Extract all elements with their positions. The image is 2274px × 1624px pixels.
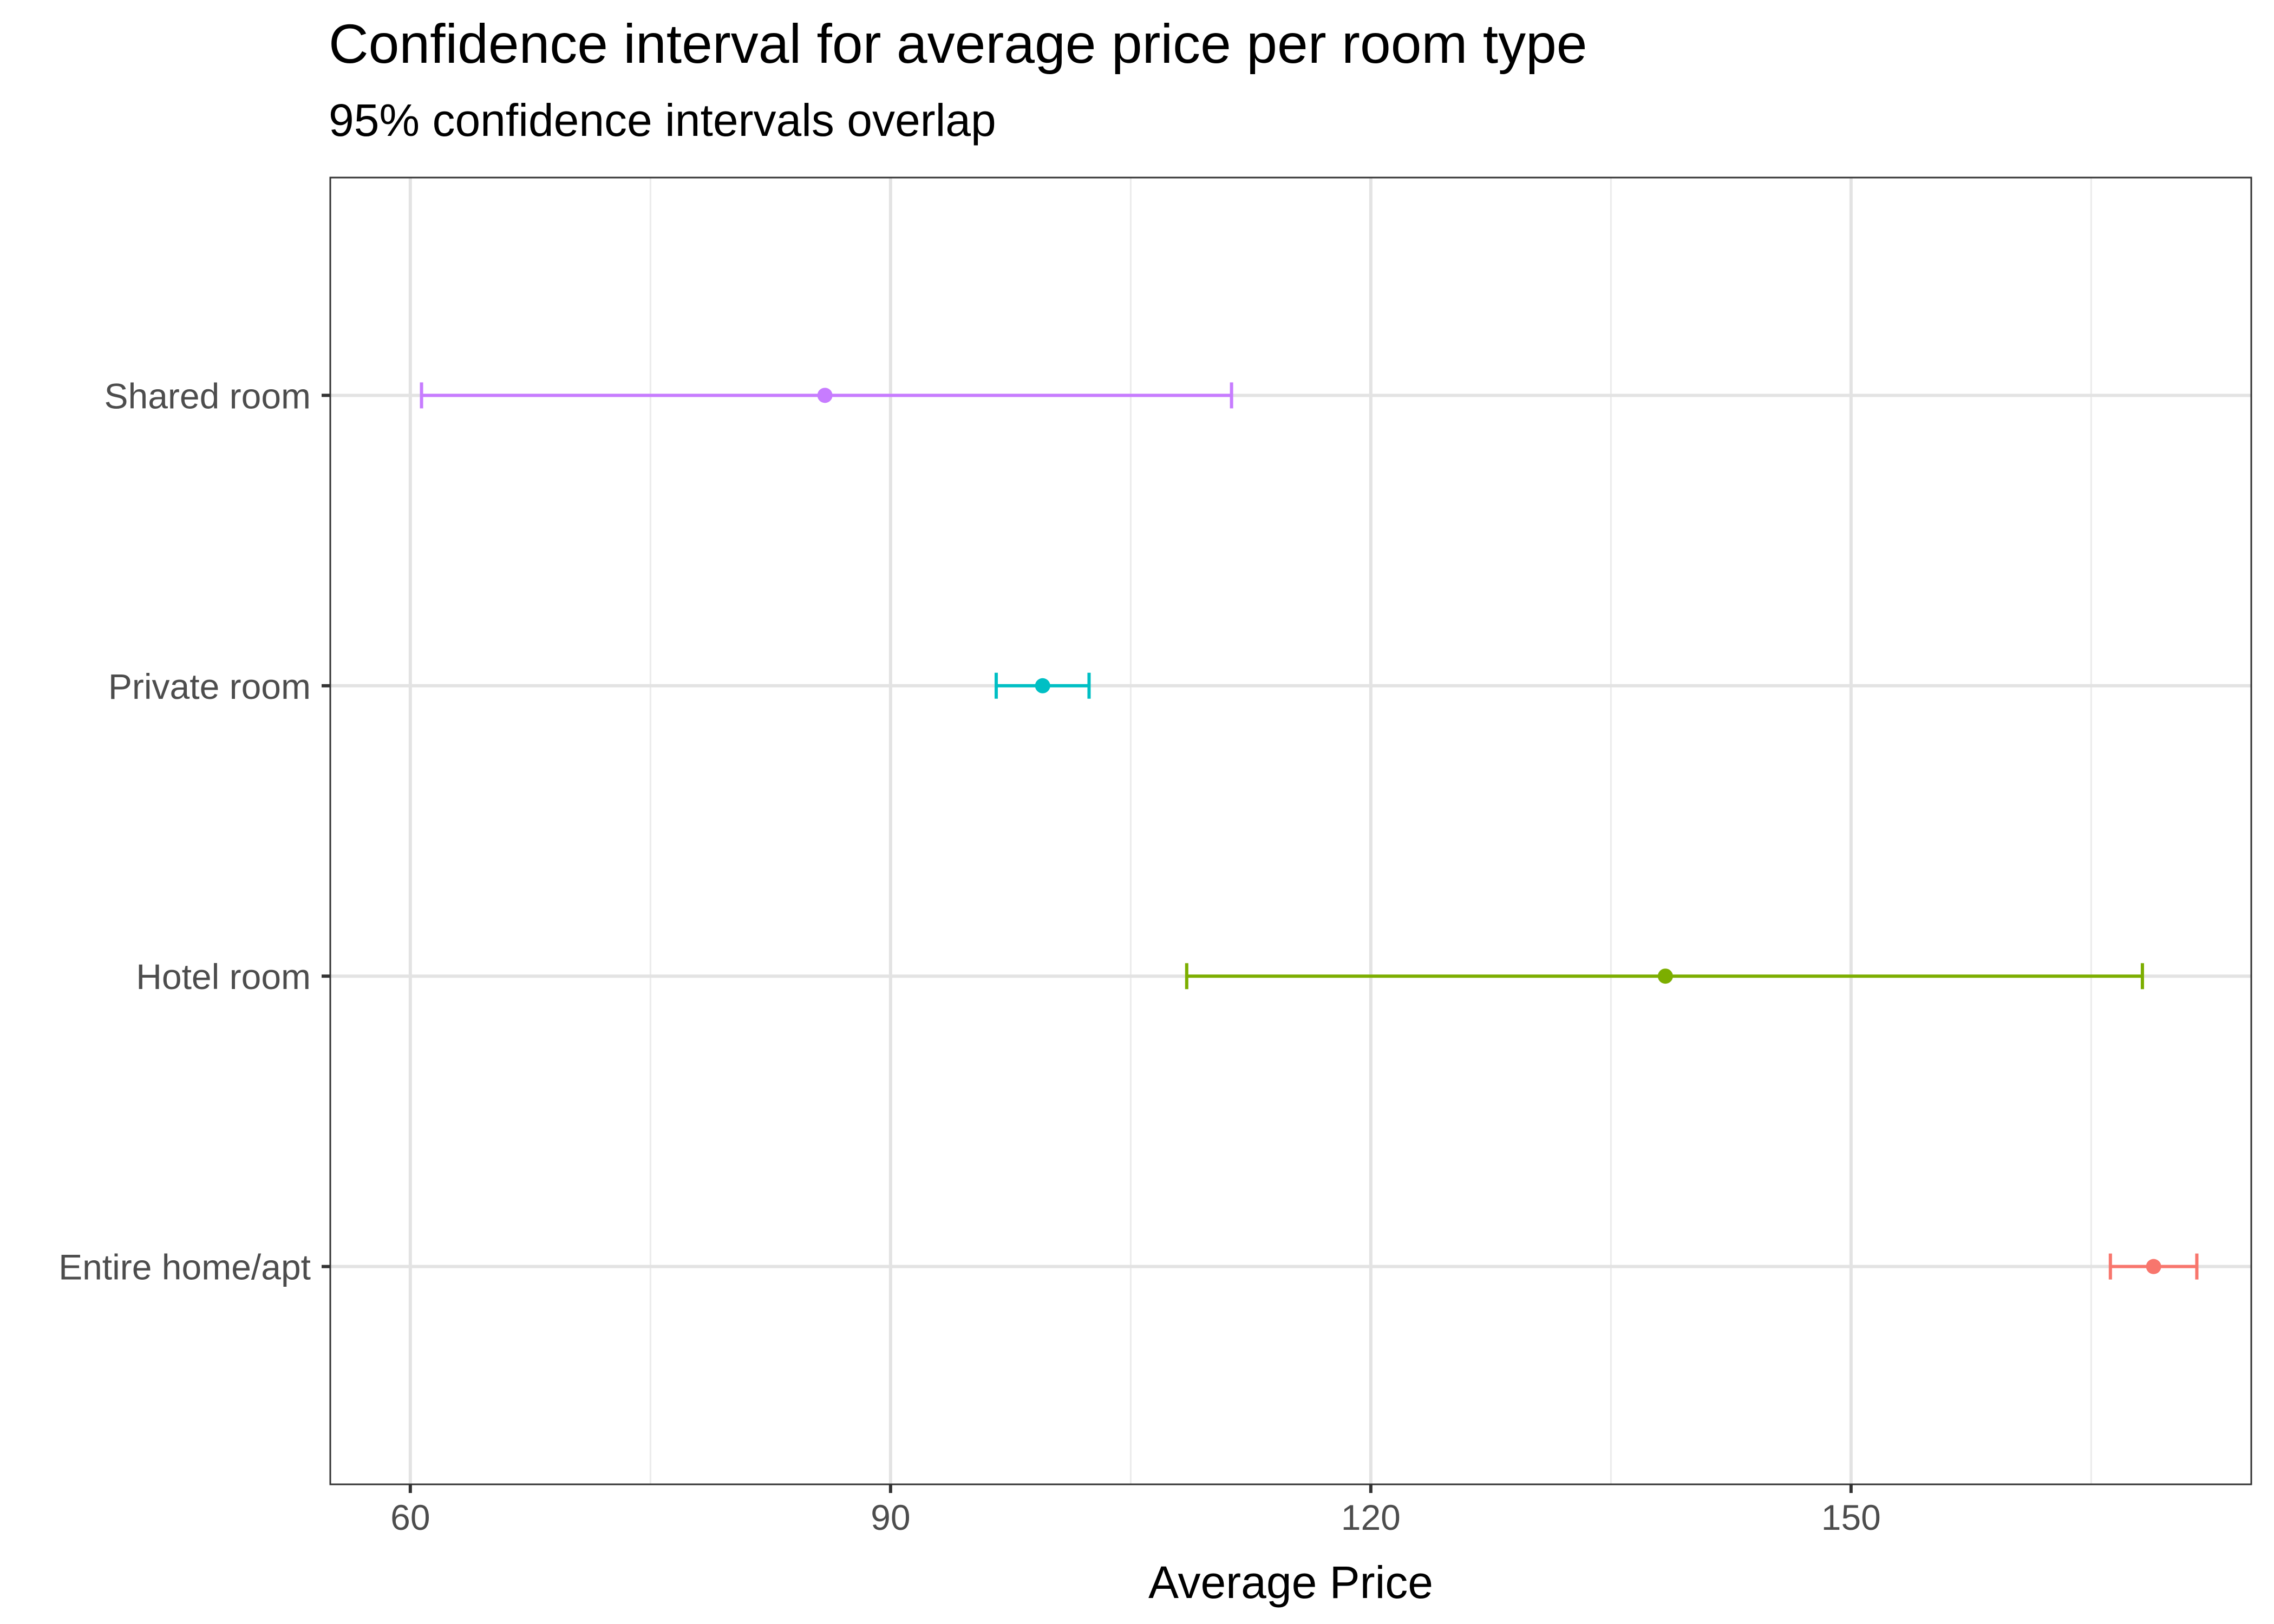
error-bars [420,382,2199,1280]
errorbar-entire-home-apt [2108,1253,2199,1280]
y-tick-label: Entire home/apt [58,1247,311,1287]
y-tick-label: Private room [108,666,311,706]
y-tick-label: Shared room [104,376,311,416]
mean-point [1657,968,1673,984]
chart-title: Confidence interval for average price pe… [329,13,1587,75]
y-axis: Entire home/apt Hotel room Private room Sha… [58,376,330,1287]
x-tick-label: 60 [390,1497,430,1537]
panel-border [329,176,2252,1485]
mean-point [2146,1259,2161,1274]
errorbar-shared-room [420,382,1233,409]
errorbar-hotel-room [1185,963,2144,990]
mean-point [817,388,833,403]
x-tick-label: 120 [1341,1497,1401,1537]
mean-point [1035,678,1050,693]
chart-subtitle: 95% confidence intervals overlap [329,95,996,146]
x-tick-label: 150 [1821,1497,1881,1537]
x-axis: 60 90 120 150 [390,1484,1881,1537]
y-tick-label: Hotel room [136,957,311,997]
grid-major [330,178,2251,1484]
x-tick-label: 90 [871,1497,910,1537]
errorbar-private-room [994,672,1091,699]
x-axis-label: Average Price [1148,1557,1433,1608]
